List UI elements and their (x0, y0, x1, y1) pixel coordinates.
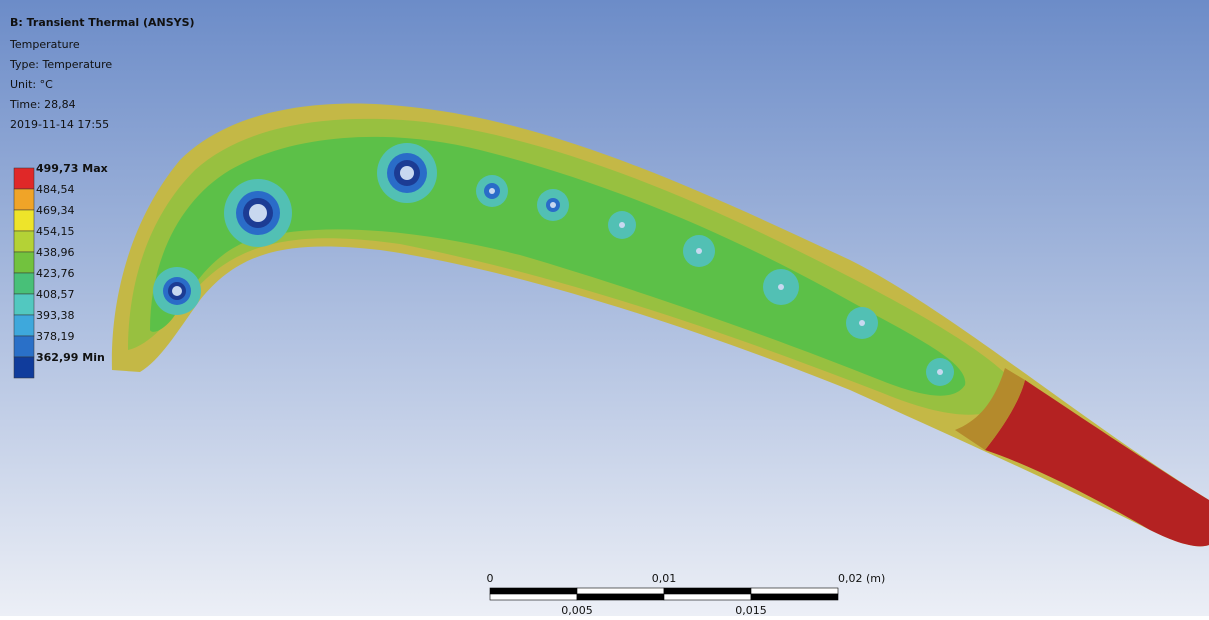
legend: 499,73 Max 484,54 469,34 454,15 438,96 423,76… (13, 162, 108, 379)
legend-swatch (13, 356, 35, 379)
legend-swatch (13, 314, 35, 337)
scale-label: 0,015 (735, 604, 767, 616)
scale-label: 0,01 (652, 572, 677, 585)
scale-label: 0,005 (561, 604, 593, 616)
legend-label: 454,15 (36, 225, 75, 238)
legend-label: 484,54 (36, 183, 75, 196)
header-line: 2019-11-14 17:55 (10, 118, 109, 131)
legend-label: 469,34 (36, 204, 75, 217)
header-line: Unit: °C (10, 78, 53, 91)
legend-swatch (13, 272, 35, 295)
scale-segment (663, 587, 752, 595)
scale-segment (576, 593, 665, 601)
legend-label: 408,57 (36, 288, 75, 301)
legend-swatch (13, 251, 35, 274)
scale-segment (663, 593, 752, 601)
legend-label: 393,38 (36, 309, 75, 322)
scale-segment (576, 587, 665, 595)
legend-swatch (13, 167, 35, 190)
header-line: Time: 28,84 (9, 98, 76, 111)
scale-segment (489, 593, 578, 601)
scale-segment (750, 593, 839, 601)
title: B: Transient Thermal (ANSYS) (10, 16, 195, 29)
header-line: Temperature (9, 38, 80, 51)
scale-segment (750, 587, 839, 595)
legend-label: 378,19 (36, 330, 75, 343)
legend-swatch (13, 335, 35, 358)
scale-bar: 0 0,01 0,02 (m) 0,005 0,015 (487, 572, 886, 617)
legend-label: 423,76 (36, 267, 75, 280)
legend-label: 362,99 Min (36, 351, 105, 364)
legend-swatch (13, 209, 35, 232)
legend-label: 499,73 Max (36, 162, 108, 175)
legend-swatch (13, 293, 35, 316)
legend-swatch (13, 188, 35, 211)
header-line: Type: Temperature (9, 58, 112, 71)
legend-swatch (13, 230, 35, 253)
blade (111, 103, 1209, 547)
scale-label: 0,02 (m) (838, 572, 885, 585)
header-lines: Temperature Type: Temperature Unit: °C Time… (9, 38, 112, 131)
scale-label: 0 (487, 572, 494, 585)
legend-label: 438,96 (36, 246, 75, 259)
scale-segment (489, 587, 578, 595)
